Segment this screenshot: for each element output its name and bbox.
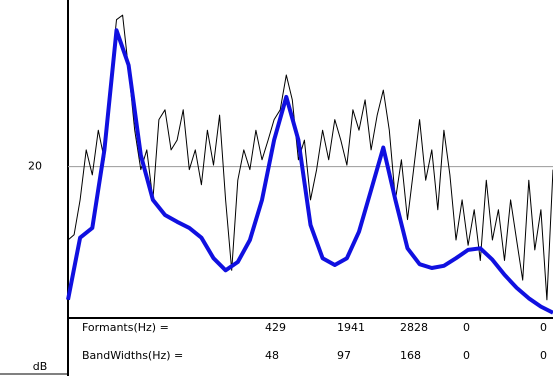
row-label: BandWidths(Hz) = (82, 349, 183, 362)
table-cell: 48 (265, 349, 279, 362)
table-cell: 0 (463, 349, 470, 362)
table-cell: 429 (265, 321, 286, 334)
table-cell: 0 (540, 321, 547, 334)
spectrum-line (67, 14, 553, 301)
table-cell: 1941 (337, 321, 365, 334)
table-cell: 0 (540, 349, 547, 362)
table-cell: 168 (400, 349, 421, 362)
table-cell: 97 (337, 349, 351, 362)
envelope-line (66, 28, 553, 315)
row-label: Formants(Hz) = (82, 321, 169, 334)
y-tick-label: 20 (28, 160, 42, 173)
y-axis-label: dB (33, 360, 48, 373)
table-cell: 0 (463, 321, 470, 334)
table-cell: 2828 (400, 321, 428, 334)
